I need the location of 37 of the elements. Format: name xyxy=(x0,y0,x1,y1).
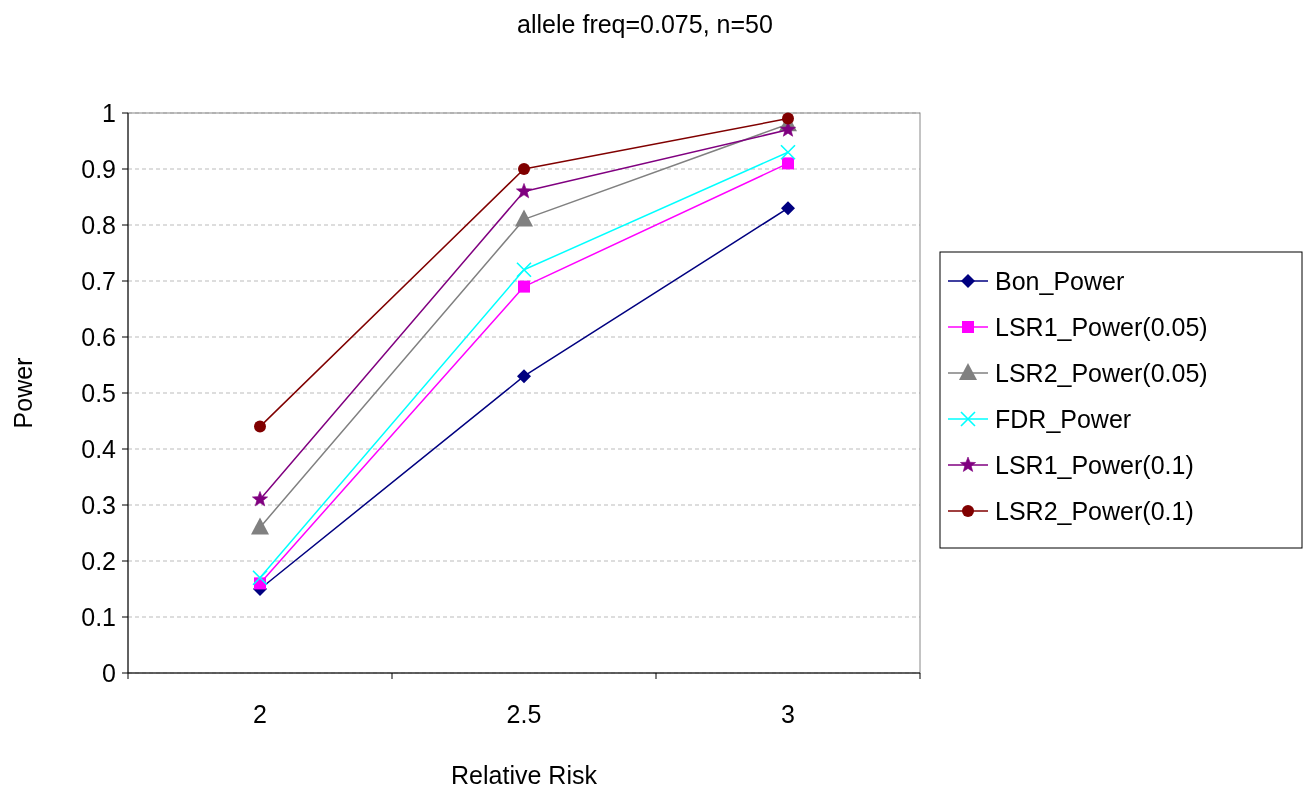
y-tick-label: 0 xyxy=(102,658,116,687)
y-axis-title: Power xyxy=(9,357,37,429)
y-tick-label: 0.6 xyxy=(81,322,116,351)
point xyxy=(516,262,532,278)
legend-label: LSR2_Power(0.05) xyxy=(995,358,1208,387)
x-axis-title: Relative Risk xyxy=(451,761,598,789)
y-tick-label: 0.5 xyxy=(81,378,116,407)
point xyxy=(518,163,530,175)
y-tick-label: 0.4 xyxy=(81,434,117,463)
point xyxy=(518,280,530,293)
point xyxy=(515,209,533,227)
y-tick-label: 0.1 xyxy=(81,602,116,631)
y-tick-label: 0.9 xyxy=(81,154,116,183)
legend-label: LSR1_Power(0.1) xyxy=(995,450,1194,479)
x-tick-label: 2.5 xyxy=(506,700,542,728)
y-tick-label: 1 xyxy=(102,98,116,127)
point xyxy=(780,144,796,160)
y-tick-label: 0.7 xyxy=(81,266,116,295)
legend-label: LSR1_Power(0.05) xyxy=(995,312,1208,341)
chart-title: allele freq=0.075, n=50 xyxy=(517,10,773,38)
x-tick-label: 3 xyxy=(781,700,795,728)
point xyxy=(516,183,532,199)
point xyxy=(781,201,795,216)
legend-label: Bon_Power xyxy=(995,266,1125,295)
point xyxy=(252,491,268,507)
point xyxy=(782,112,794,125)
x-tick-label: 2 xyxy=(253,700,267,728)
point xyxy=(517,369,531,384)
point xyxy=(782,157,794,170)
y-tick-label: 0.3 xyxy=(81,490,116,519)
legend-label: LSR2_Power(0.1) xyxy=(995,496,1194,525)
y-tick-label: 0.8 xyxy=(81,210,116,239)
point xyxy=(254,420,266,433)
y-tick-label: 0.2 xyxy=(81,546,116,575)
point xyxy=(251,517,269,535)
legend-label: FDR_Power xyxy=(995,404,1132,433)
point xyxy=(252,570,268,586)
